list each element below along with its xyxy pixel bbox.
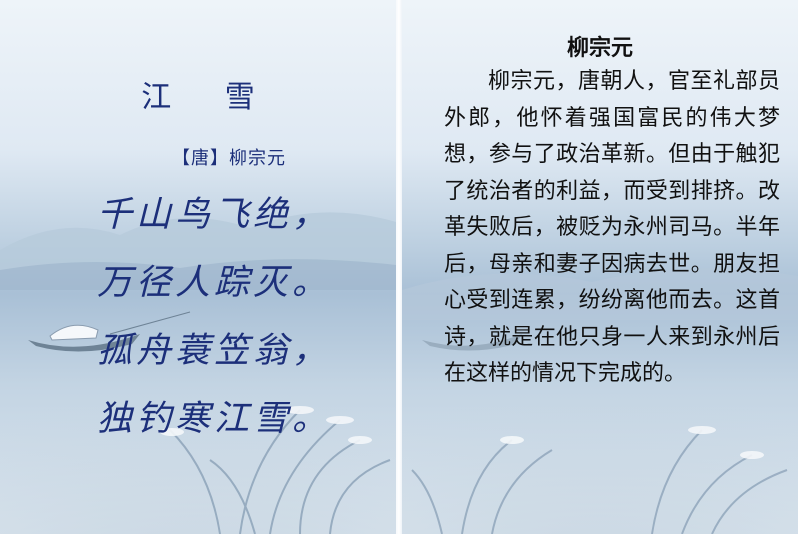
poem-line-3: 孤舟蓑笠翁， (97, 322, 331, 373)
poem-panel: 江 雪 【唐】柳宗元 千山鸟飞绝， 万径人踪灭。 孤舟蓑笠翁， 独钓寒江雪。 (0, 0, 396, 534)
poem-line-2: 万径人踪灭。 (97, 254, 331, 305)
poem-line-4: 独钓寒江雪。 (97, 390, 331, 441)
poem-title: 江 雪 (0, 72, 396, 116)
biography-text: 柳宗元，唐朝人，官至礼部员外郎，他怀着强国富民的伟大梦想，参与了政治革新。但由于… (444, 64, 780, 393)
biography-title: 柳宗元 (402, 30, 798, 62)
poem-line-1: 千山鸟飞绝， (97, 186, 331, 237)
poem-author: 【唐】柳宗元 (172, 144, 286, 170)
biography-panel: 柳宗元 柳宗元，唐朝人，官至礼部员外郎，他怀着强国富民的伟大梦想，参与了政治革新… (402, 0, 798, 534)
